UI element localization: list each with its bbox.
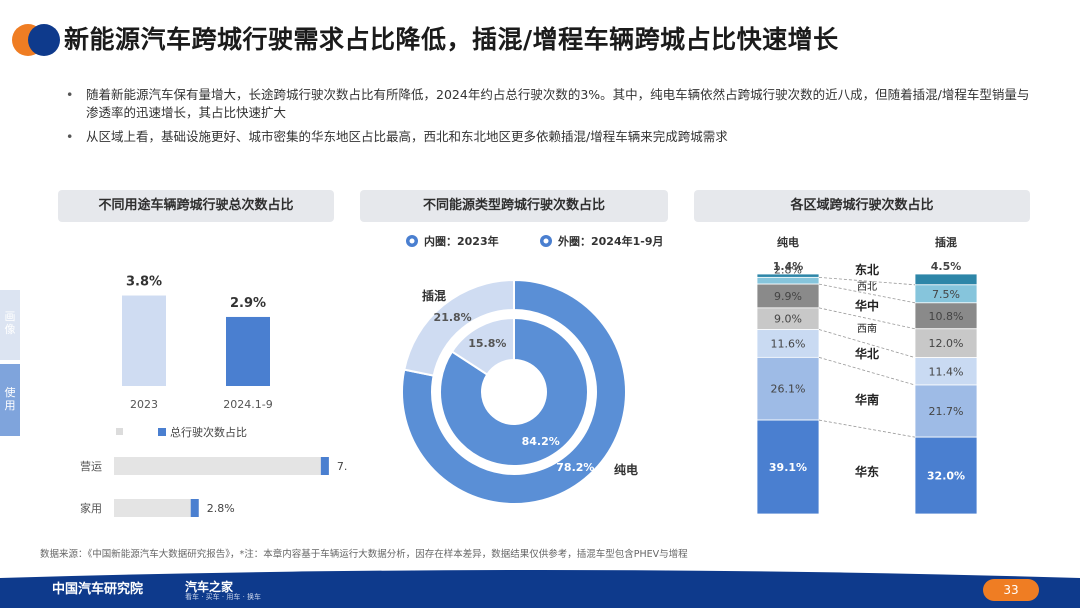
region-label: 华中 bbox=[855, 298, 879, 313]
connector-line bbox=[818, 276, 916, 286]
legend-marker-center bbox=[409, 238, 415, 244]
bullet-list: 随着新能源汽车保有量增大，长途跨城行驶次数占比有所降低，2024年约占总行驶次数… bbox=[64, 86, 1034, 152]
region-label: 西北 bbox=[857, 281, 877, 293]
connector-line bbox=[818, 283, 916, 304]
data-label: 7.5% bbox=[932, 288, 960, 301]
data-label: 1.4% bbox=[773, 260, 804, 273]
region-label: 西南 bbox=[857, 322, 877, 335]
legend-label: 外圈：2024年1-9月 bbox=[557, 234, 664, 248]
brand-autohome: 汽车之家 bbox=[185, 580, 234, 594]
legend-label: 总行驶次数占比 bbox=[170, 425, 247, 439]
brand-research-institute: 中国汽车研究院 bbox=[52, 582, 144, 597]
legend-marker-center bbox=[543, 238, 549, 244]
data-label: 2.8% bbox=[207, 502, 235, 515]
stack-segment bbox=[756, 356, 820, 421]
logo-dots-icon bbox=[12, 24, 60, 56]
data-label: 26.1% bbox=[771, 383, 806, 396]
connector-line bbox=[818, 356, 916, 386]
region-label: 华东 bbox=[855, 464, 879, 479]
stack-segment bbox=[756, 276, 820, 285]
usage-bar-chart: 3.8% 2023 2.9% 2024.1-9 总行驶次数占比 bbox=[116, 275, 273, 439]
data-label: 9.0% bbox=[774, 313, 802, 326]
tick-label: 2023 bbox=[130, 398, 158, 411]
stack-segment bbox=[914, 302, 978, 330]
brand-autohome-slogan: 看车 · 买车 · 用车 · 换车 bbox=[185, 593, 262, 601]
panel-title-region: 各区域跨城行驶次数占比 bbox=[694, 190, 1030, 222]
region-label: 东北 bbox=[855, 262, 879, 277]
category-label: 纯电 bbox=[614, 462, 638, 477]
side-tab-label: 画像 bbox=[4, 310, 16, 336]
data-label: 15.8% bbox=[468, 337, 506, 350]
footer-bar bbox=[0, 570, 1080, 608]
data-label: 39.1% bbox=[769, 461, 807, 474]
pie-slice bbox=[403, 278, 515, 377]
bar bbox=[122, 295, 166, 386]
pie-slice bbox=[439, 316, 589, 467]
region-stacked-chart: 纯电 插混 1.4% 4.5% 2.8% 7.5% 9.9% 10.8% 9.0% 12.0% 11… bbox=[756, 235, 978, 515]
source-note: 数据来源：《中国新能源汽车大数据研究报告》，*注：本章内容基于车辆运行大数据分析… bbox=[40, 549, 688, 560]
region-label: 华北 bbox=[855, 346, 879, 361]
category-label: 插混 bbox=[422, 288, 446, 303]
stack-segment bbox=[914, 436, 978, 515]
category-label: 家用 bbox=[80, 501, 102, 515]
pie-slice bbox=[401, 278, 627, 505]
stack-segment bbox=[756, 329, 820, 358]
region-label: 华南 bbox=[855, 392, 879, 407]
page-number: 33 bbox=[983, 579, 1039, 601]
data-label: 78.2% bbox=[556, 461, 594, 474]
category-label: 插混 bbox=[935, 235, 957, 249]
pie-slice bbox=[450, 316, 515, 376]
bar-value bbox=[190, 499, 199, 517]
bullet-item: 随着新能源汽车保有量增大，长途跨城行驶次数占比有所降低，2024年约占总行驶次数… bbox=[64, 86, 1034, 122]
stack-segment bbox=[914, 357, 978, 386]
legend-swatch bbox=[158, 428, 166, 436]
bar bbox=[226, 316, 270, 386]
side-tab-label: 使用 bbox=[4, 386, 16, 412]
side-tab-usage[interactable]: 使用 bbox=[0, 364, 20, 436]
data-label: 21.8% bbox=[434, 311, 472, 324]
data-label: 11.6% bbox=[771, 337, 806, 350]
data-label: 7.1% bbox=[337, 460, 348, 473]
page-title: 新能源汽车跨城行驶需求占比降低，插混/增程车辆跨城占比快速增长 bbox=[64, 25, 839, 54]
side-tab-profile[interactable]: 画像 bbox=[0, 290, 20, 360]
data-label: 4.5% bbox=[931, 260, 962, 273]
data-label: 21.7% bbox=[929, 405, 964, 418]
data-label: 84.2% bbox=[522, 435, 560, 448]
purpose-hbar-chart: 营运 7.1% 家用 2.8% bbox=[80, 457, 348, 517]
bar-track bbox=[114, 499, 199, 517]
data-label: 12.0% bbox=[929, 337, 964, 350]
connector-line bbox=[818, 419, 916, 438]
category-label: 营运 bbox=[80, 459, 102, 473]
panel-title-energy: 不同能源类型跨城行驶次数占比 bbox=[360, 190, 668, 222]
bar-value bbox=[320, 457, 329, 475]
data-label: 3.8% bbox=[126, 275, 162, 290]
stack-segment bbox=[756, 419, 820, 515]
data-label: 2.9% bbox=[230, 296, 266, 311]
connector-line bbox=[818, 329, 916, 358]
data-label: 2.8% bbox=[774, 263, 802, 276]
stack-segment bbox=[914, 273, 978, 286]
connector-line bbox=[818, 307, 916, 330]
stack-segment bbox=[914, 384, 978, 438]
data-label: 11.4% bbox=[929, 365, 964, 378]
legend-label: 内圈：2023年 bbox=[424, 234, 499, 248]
panel-title-usage: 不同用途车辆跨城行驶总次数占比 bbox=[58, 190, 334, 222]
category-label: 纯电 bbox=[777, 235, 799, 249]
bullet-item: 从区域上看，基础设施更好、城市密集的华东地区占比最高，西北和东北地区更多依赖插混… bbox=[64, 128, 1034, 146]
data-label: 10.8% bbox=[929, 310, 964, 323]
bar-track bbox=[114, 457, 329, 475]
energy-donut-chart: 78.2% 21.8% 84.2% 15.8% 内圈：2023年 外圈：2024年1-9月… bbox=[401, 234, 664, 505]
legend-swatch-empty bbox=[116, 428, 123, 435]
data-label: 9.9% bbox=[774, 290, 802, 303]
tick-label: 2024.1-9 bbox=[223, 398, 272, 411]
data-label: 32.0% bbox=[927, 470, 965, 483]
